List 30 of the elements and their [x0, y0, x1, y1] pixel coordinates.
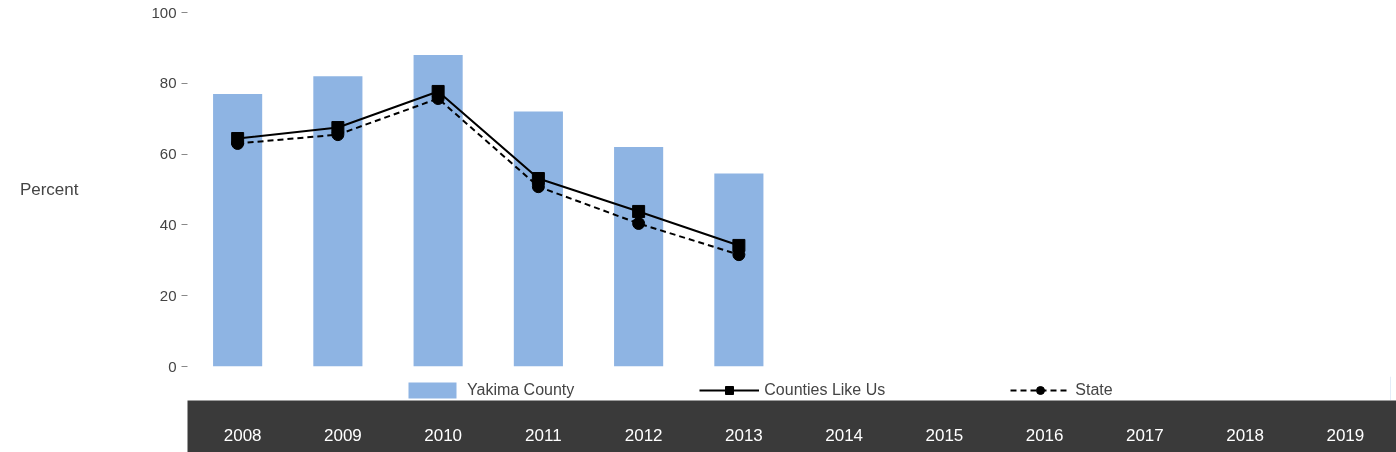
bar [313, 76, 363, 367]
x-tick-label: 2008 [223, 425, 262, 445]
legend-label: State [1075, 381, 1113, 399]
x-tick-label: 2013 [724, 425, 763, 445]
x-tick-label: 2017 [1125, 425, 1164, 445]
legend-label: Counties Like Us [764, 381, 886, 399]
x-tick-label: 2011 [525, 425, 562, 445]
y-axis-title: Percent [19, 180, 79, 199]
x-tick-label: 2018 [1226, 425, 1265, 445]
y-tick-label: 40 [159, 215, 177, 233]
bar [413, 54, 463, 367]
y-tick-label: 100 [151, 3, 177, 21]
x-tick-label: 2015 [925, 425, 964, 445]
point [632, 217, 646, 230]
y-tick-label: 0 [168, 357, 177, 375]
bar [213, 93, 263, 367]
x-tick-label: 2014 [825, 425, 864, 445]
bar [714, 173, 764, 367]
bar [614, 147, 664, 367]
bar [513, 111, 563, 367]
y-tick-label: 80 [159, 74, 177, 92]
y-tick-label: 20 [159, 286, 177, 304]
legend-label: Yakima County [467, 381, 575, 399]
y-tick-label: 60 [159, 145, 177, 163]
x-tick-label: 2009 [323, 425, 362, 445]
x-tick-label: 2010 [424, 425, 463, 445]
x-tick-label: 2016 [1025, 425, 1064, 445]
x-tick-label: 2019 [1326, 425, 1365, 445]
x-tick-label: 2012 [624, 425, 663, 445]
point [632, 204, 646, 218]
